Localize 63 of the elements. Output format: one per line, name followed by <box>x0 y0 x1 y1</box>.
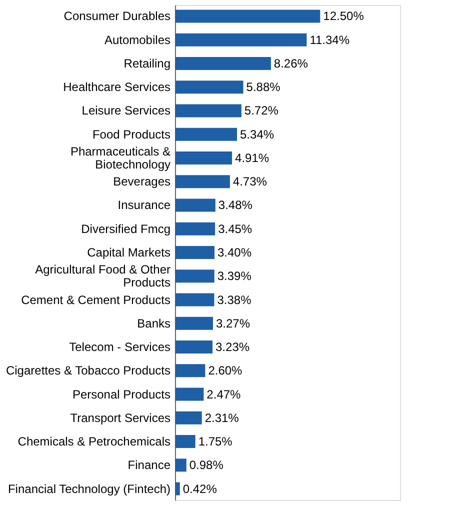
bar <box>175 104 242 118</box>
bar <box>175 222 216 236</box>
bar <box>175 293 214 306</box>
y-tick-label: Agricultural Food & Other Products <box>35 262 170 290</box>
y-tick-label: Beverages <box>113 174 170 189</box>
y-tick-label: Retailing <box>124 56 170 70</box>
y-tick-label: Chemicals & Petrochemicals <box>18 434 170 449</box>
y-tick-label: Cigarettes & Tobacco Products <box>6 364 170 378</box>
data-label: 11.34% <box>310 32 350 47</box>
data-label: 1.75% <box>198 434 233 449</box>
bar <box>175 198 216 212</box>
y-tick-label: Diversified Fmcg <box>81 222 170 236</box>
data-label: 4.73% <box>232 174 268 189</box>
data-label: 12.50% <box>323 9 364 24</box>
data-label: 8.26% <box>274 56 308 70</box>
bar <box>175 364 206 378</box>
bar <box>175 411 202 424</box>
data-label: 5.72% <box>244 104 279 118</box>
data-label: 2.60% <box>208 364 243 378</box>
bar <box>175 340 213 354</box>
y-tick-label: Finance <box>128 458 171 472</box>
bar <box>175 270 214 283</box>
y-tick-label: Financial Technology (Fintech) <box>8 482 170 496</box>
y-tick-label: Personal Products <box>72 387 170 402</box>
y-tick-label: Capital Markets <box>87 246 170 260</box>
data-label: 2.31% <box>204 410 240 425</box>
bar <box>175 435 196 448</box>
bar <box>175 458 186 472</box>
bar <box>175 388 204 401</box>
y-tick-label: Telecom - Services <box>69 340 170 354</box>
bar <box>175 10 320 23</box>
bar <box>175 482 180 496</box>
y-tick-label: Food Products <box>92 127 170 142</box>
data-label: 3.27% <box>216 316 250 330</box>
data-label: 3.39% <box>217 269 252 284</box>
y-tick-label: Automobiles <box>104 32 170 47</box>
data-label: 3.40% <box>217 246 252 260</box>
data-label: 5.88% <box>246 80 281 94</box>
y-tick-label: Banks <box>137 316 170 330</box>
data-label: 0.98% <box>189 458 224 472</box>
data-label: 5.34% <box>240 127 274 142</box>
data-label: 3.23% <box>216 340 250 354</box>
y-tick-label: Insurance <box>118 198 171 212</box>
data-label: 2.47% <box>206 387 242 402</box>
data-label: 0.42% <box>182 482 218 496</box>
bar <box>175 316 213 330</box>
y-tick-label: Pharmaceuticals & Biotechnology <box>70 144 170 172</box>
data-label: 3.48% <box>218 198 253 212</box>
y-tick-label: Healthcare Services <box>63 80 170 94</box>
y-tick-label: Consumer Durables <box>64 9 170 24</box>
y-tick-label: Cement & Cement Products <box>21 292 170 307</box>
bar <box>175 246 214 259</box>
bar <box>175 33 307 46</box>
bar <box>175 151 232 164</box>
bar <box>175 128 238 141</box>
y-tick-label: Leisure Services <box>82 104 170 118</box>
y-tick-label: Transport Services <box>70 410 170 425</box>
bar <box>175 175 230 188</box>
data-label: 4.91% <box>235 150 270 165</box>
data-label: 3.45% <box>218 222 252 236</box>
bar <box>175 56 271 70</box>
data-label: 3.38% <box>217 292 252 307</box>
bar <box>175 80 244 94</box>
